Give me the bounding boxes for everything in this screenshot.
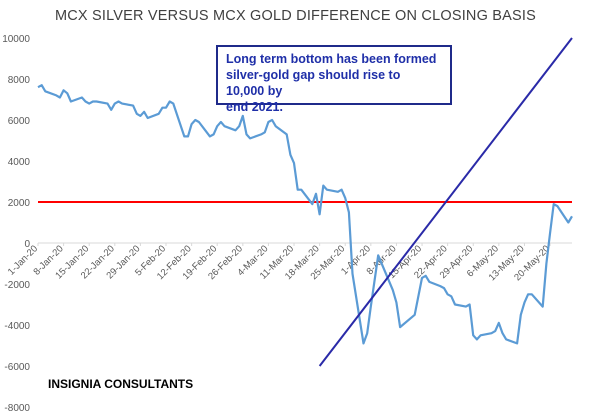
y-tick-label: 6000 [8, 116, 31, 127]
y-tick-label: 2000 [8, 198, 31, 209]
y-tick-label: 4000 [8, 157, 31, 168]
annotation-line-2: silver-gold gap should rise to 10,000 by [226, 68, 401, 98]
x-axis: 1-Jan-208-Jan-2015-Jan-2022-Jan-2029-Jan… [6, 242, 572, 283]
annotation-line-1: Long term bottom has been formed [226, 52, 437, 66]
chart-title: MCX SILVER VERSUS MCX GOLD DIFFERENCE ON… [54, 8, 537, 24]
series-line [37, 84, 573, 345]
y-tick-label: -2000 [4, 280, 30, 291]
y-axis: -8000 -6000 -4000 -2000 0 2000 4000 6000 8000 100… [2, 34, 30, 414]
y-tick-label: -4000 [4, 321, 30, 332]
trend-line [318, 37, 573, 367]
y-tick-label: 8000 [8, 75, 31, 86]
y-tick-label: 0 [24, 239, 30, 250]
annotation-box: Long term bottom has been formed silver-… [216, 45, 452, 114]
trend-layer [318, 37, 573, 367]
series-layer [37, 84, 573, 345]
annotation-line-3: end 2021. [226, 100, 283, 114]
y-tick-label: -8000 [4, 403, 30, 414]
footer-brand: INSIGNIA CONSULTANTS [48, 377, 194, 391]
y-tick-label: 10000 [2, 34, 30, 45]
y-tick-label: -6000 [4, 362, 30, 373]
